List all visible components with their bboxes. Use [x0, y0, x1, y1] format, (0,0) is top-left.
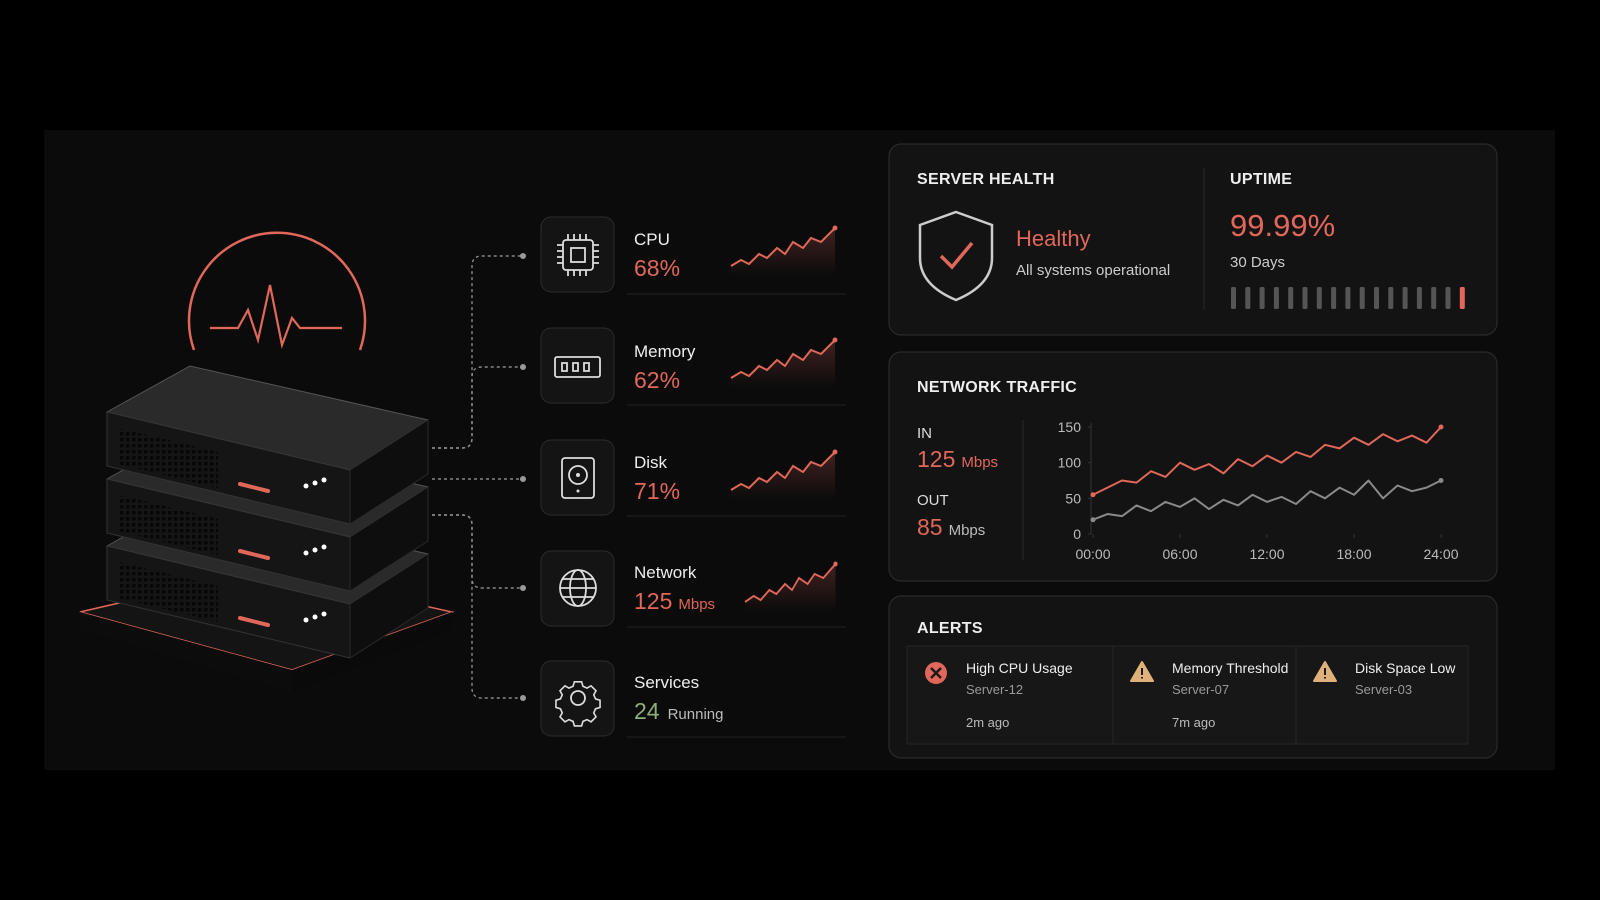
x-tick-label: 18:00 [1336, 546, 1371, 562]
alert-title: Memory Threshold [1172, 660, 1288, 676]
uptime-bar [1459, 287, 1465, 309]
end-dot [1438, 424, 1444, 430]
out-label: OUT [917, 492, 949, 509]
server-illustration [79, 231, 455, 692]
alert-item [906, 645, 1114, 745]
connectors [432, 253, 526, 701]
metric-value: 125 Mbps [634, 588, 715, 614]
uptime-bar [1359, 287, 1365, 309]
end-dot [1090, 492, 1096, 498]
uptime-bar [1445, 287, 1451, 309]
metric-network: Network 125 Mbps [540, 550, 846, 628]
alert-list: High CPU Usage Server-12 2m ago Memory Thre… [906, 645, 1469, 745]
card-title: ALERTS [917, 620, 983, 637]
uptime-bars [1231, 287, 1465, 309]
metric-cpu: CPU 68% [540, 216, 846, 295]
uptime-bar [1402, 287, 1408, 309]
alert-server: Server-03 [1355, 682, 1412, 697]
uptime-bar [1431, 287, 1437, 309]
x-tick-label: 00:00 [1075, 546, 1110, 562]
uptime-bar [1288, 287, 1294, 309]
metric-value: 24 Running [634, 698, 723, 724]
alert-time: 7m ago [1172, 715, 1215, 730]
metric-label: Services [634, 673, 699, 692]
metric-services: Services 24 Running [540, 660, 846, 738]
uptime-bar [1416, 287, 1422, 309]
error-icon-x [930, 667, 942, 679]
uptime-bar [1316, 287, 1322, 309]
network-card [888, 351, 1498, 582]
uptime-bar [1388, 287, 1394, 309]
in-label: IN [917, 425, 932, 442]
end-dot [1090, 517, 1096, 523]
metric-disk: Disk 71% [540, 439, 846, 517]
alert-item [1112, 645, 1297, 745]
x-tick-label: 24:00 [1423, 546, 1458, 562]
health-status: Healthy [1016, 226, 1091, 251]
uptime-bar [1245, 287, 1251, 309]
uptime-bar [1302, 287, 1308, 309]
metric-label: Disk [634, 453, 668, 472]
alert-server: Server-07 [1172, 682, 1229, 697]
uptime-period: 30 Days [1230, 254, 1285, 271]
card-title: NETWORK TRAFFIC [917, 379, 1077, 396]
alert-title: High CPU Usage [966, 660, 1073, 676]
uptime-bar [1273, 287, 1279, 309]
uptime-bar [1374, 287, 1379, 309]
card-title: SERVER HEALTH [917, 171, 1055, 188]
out-value: 85 Mbps [917, 514, 985, 540]
end-dot [1438, 478, 1444, 483]
y-tick-label: 0 [1073, 526, 1081, 542]
metric-value: 68% [634, 255, 680, 281]
uptime-bar [1345, 287, 1351, 309]
traffic-chart: 0 50 100 150 00:00 06:00 12:00 18:00 24:00 [1058, 419, 1459, 562]
uptime-bar [1231, 287, 1236, 309]
metric-label: Memory [634, 342, 696, 361]
series-line [1092, 426, 1442, 496]
metric-value: 62% [634, 367, 680, 393]
y-tick-label: 50 [1065, 490, 1081, 506]
alert-title: Disk Space Low [1355, 660, 1456, 676]
series-line [1092, 479, 1442, 521]
in-value: 125 Mbps [917, 446, 998, 472]
metric-label: Network [634, 563, 697, 582]
uptime-bar [1331, 287, 1337, 309]
shield-icon [918, 210, 994, 302]
y-tick-label: 150 [1058, 419, 1082, 435]
metric-label: CPU [634, 230, 670, 249]
health-detail: All systems operational [1016, 262, 1170, 279]
uptime-bar [1259, 287, 1265, 309]
y-tick-label: 100 [1058, 455, 1082, 471]
health-card [888, 143, 1498, 336]
metric-value: 71% [634, 478, 680, 504]
metric-memory: Memory 62% [540, 327, 846, 406]
x-tick-label: 06:00 [1162, 546, 1197, 562]
alert-time: 2m ago [966, 715, 1009, 730]
card-title: UPTIME [1230, 171, 1292, 188]
alert-server: Server-12 [966, 682, 1023, 697]
x-tick-label: 12:00 [1249, 546, 1284, 562]
uptime-value: 99.99% [1230, 208, 1335, 243]
check-icon [939, 241, 974, 270]
